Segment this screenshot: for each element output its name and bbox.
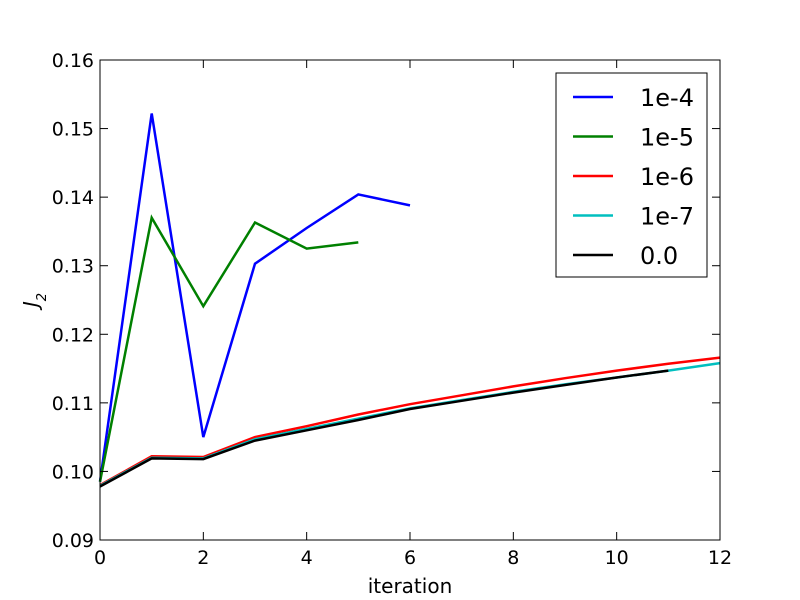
x-tick-label: 8 [507, 547, 519, 569]
series-line-1 [98, 214, 359, 482]
legend: 1e-4 1e-5 1e-6 1e-7 0.0 [555, 72, 708, 278]
x-tick-label: 2 [197, 547, 209, 569]
legend-label-4: 0.0 [640, 242, 678, 270]
legend-label-0: 1e-4 [640, 84, 694, 112]
legend-label-2: 1e-6 [640, 163, 694, 191]
x-tick-label: 10 [605, 547, 629, 569]
y-tick-label: 0.16 [52, 50, 94, 72]
series-layer [98, 113, 721, 488]
tick-labels-layer: 0 2 4 6 8 10 12 0.09 0.10 0.11 0.12 0.13 0.14 0.15 0.1… [52, 50, 732, 569]
x-tick-label: 6 [404, 547, 416, 569]
series-line-2 [99, 356, 721, 487]
y-tick-label: 0.14 [52, 187, 94, 209]
y-axis-label-subscript: 2 [35, 293, 50, 301]
x-tick-label: 0 [94, 547, 106, 569]
series-line-0 [98, 113, 411, 482]
y-tick-label: 0.11 [52, 393, 94, 415]
legend-label-1: 1e-5 [640, 124, 694, 152]
y-axis-label: J2 [19, 293, 50, 311]
x-axis-label: iteration [368, 574, 453, 598]
series-line-4 [99, 369, 669, 488]
y-tick-label: 0.15 [52, 119, 94, 141]
y-axis-label-main: J [19, 301, 43, 311]
x-tick-label: 12 [708, 547, 732, 569]
x-tick-label: 4 [301, 547, 313, 569]
ticks-layer [99, 59, 721, 541]
y-tick-label: 0.09 [52, 530, 94, 552]
legend-label-3: 1e-7 [640, 203, 694, 231]
y-tick-label: 0.10 [52, 461, 94, 483]
y-tick-label: 0.12 [52, 324, 94, 346]
y-tick-label: 0.13 [52, 256, 94, 278]
